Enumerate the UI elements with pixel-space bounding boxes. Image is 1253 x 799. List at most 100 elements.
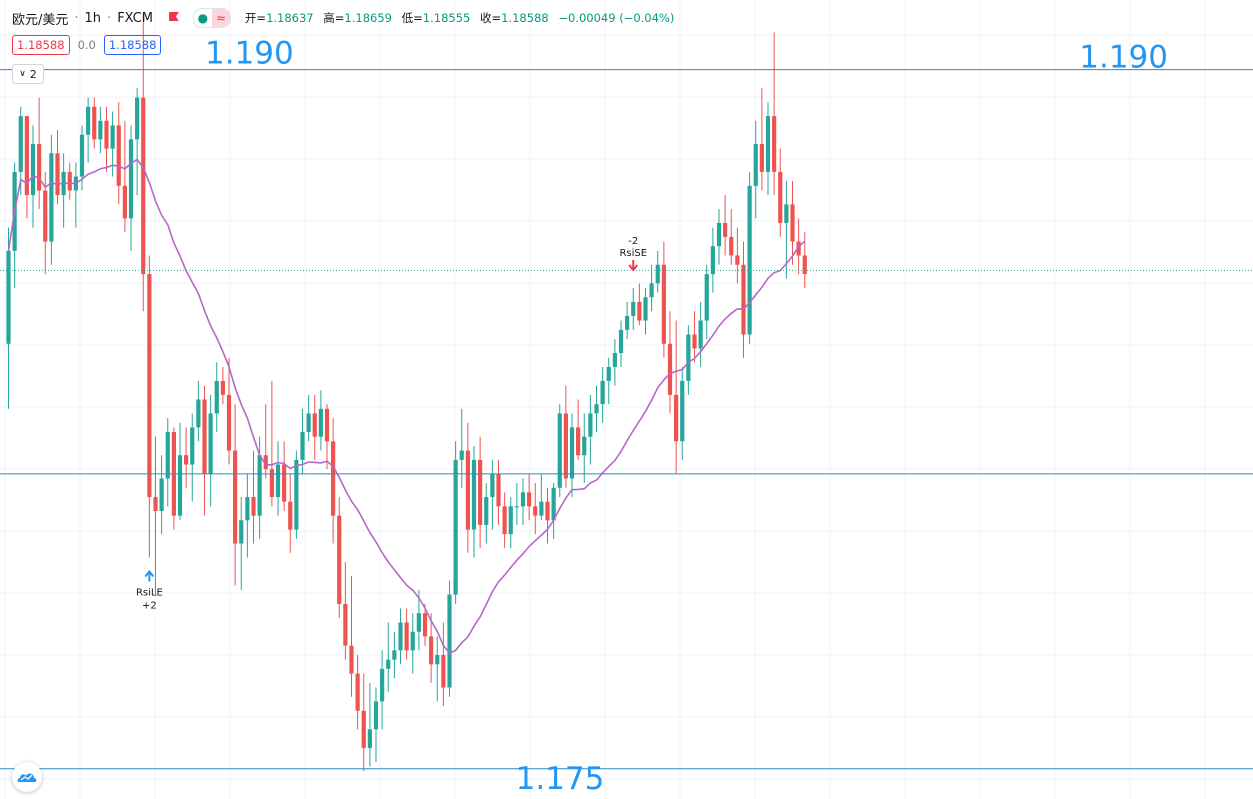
interval-label[interactable]: 1h	[84, 10, 102, 26]
buy-button[interactable]: 1.18588	[103, 35, 162, 55]
candle-body	[55, 153, 60, 196]
candle-body	[484, 497, 489, 525]
candle-body	[686, 334, 691, 381]
candle-body	[533, 506, 538, 516]
candle-body	[784, 204, 789, 223]
candle-body	[208, 413, 213, 474]
candle-body	[233, 450, 238, 544]
candle-body	[159, 478, 164, 511]
candle-body	[269, 469, 274, 498]
candle-body	[704, 274, 709, 321]
candle-body	[361, 710, 366, 748]
candle-body	[759, 144, 764, 172]
candle-body	[606, 366, 611, 381]
candle-body	[18, 116, 23, 172]
header-separator: ·	[74, 10, 79, 26]
tradingview-logo[interactable]	[12, 762, 42, 792]
candle-body	[698, 320, 703, 349]
indicators-collapse-button[interactable]: ∨ 2	[12, 64, 44, 84]
candle-body	[312, 413, 317, 437]
cloud-logo-icon	[17, 773, 37, 782]
candle-body	[306, 413, 311, 433]
candle-body	[24, 116, 29, 196]
candle-body	[502, 506, 507, 535]
level-label: 1.190	[205, 36, 294, 72]
candle-body	[478, 459, 483, 525]
candle-body	[496, 473, 501, 507]
candle-body	[110, 125, 115, 149]
candle-body	[367, 729, 372, 748]
candle-body	[282, 464, 287, 502]
candle-body	[741, 264, 746, 335]
candle-body	[49, 153, 54, 242]
candle-body	[86, 106, 91, 135]
candle-body	[37, 144, 42, 191]
candle-body	[373, 701, 379, 730]
candle-body	[92, 106, 97, 140]
close-value: 1.18588	[501, 11, 549, 25]
candle-body	[380, 668, 385, 702]
candle-body	[337, 515, 342, 604]
candle-body	[331, 441, 336, 516]
signal-arrow-up-icon	[144, 569, 155, 582]
candle-body	[576, 427, 581, 456]
candle-body	[79, 134, 85, 177]
candle-body	[128, 139, 134, 219]
source-label: FXCM	[117, 10, 153, 26]
candle-body	[422, 613, 428, 637]
candle-body	[729, 236, 734, 256]
candle-body	[220, 380, 225, 395]
ohlc-values: 开=1.18637 高=1.18659 低=1.18555 收=1.18588 …	[245, 10, 680, 26]
approx-wave-icon: ≈	[211, 9, 230, 27]
candle-body	[710, 246, 715, 275]
signal-qty: -2	[628, 236, 638, 247]
candle-body	[612, 353, 617, 367]
candle-body	[508, 506, 513, 535]
candle-body	[680, 380, 685, 442]
candle-body	[435, 654, 440, 665]
candle-body	[239, 520, 244, 544]
candle-body	[790, 204, 795, 242]
spread-value: 0.0	[77, 38, 96, 52]
candle-body	[122, 185, 127, 219]
candle-body	[723, 222, 728, 237]
candle-body	[147, 274, 152, 498]
candle-body	[251, 497, 256, 516]
candle-body	[802, 255, 807, 275]
candle-body	[6, 250, 11, 344]
candle-body	[202, 399, 207, 474]
candle-body	[135, 97, 140, 140]
chevron-down-icon: ∨	[19, 69, 26, 79]
flag-icon[interactable]	[169, 12, 179, 24]
symbol-name[interactable]: 欧元/美元	[12, 12, 69, 28]
candle-body	[514, 506, 519, 508]
level-label: 1.190	[1079, 40, 1168, 76]
candle-body	[190, 427, 195, 465]
market-status-toggle[interactable]: ● ≈	[192, 8, 231, 28]
candle-body	[600, 380, 605, 405]
candle-body	[343, 603, 348, 646]
candle-body	[490, 473, 495, 498]
candle-body	[649, 283, 654, 298]
candle-body	[674, 394, 679, 442]
candle-body	[184, 455, 189, 465]
candle-body	[520, 492, 526, 507]
candle-body	[772, 116, 777, 172]
candle-body	[318, 408, 323, 437]
candle-body	[196, 399, 201, 428]
candle-body	[386, 659, 391, 669]
candle-body	[569, 427, 575, 479]
candle-body	[300, 432, 305, 460]
candle-body	[796, 241, 801, 256]
candle-body	[765, 116, 771, 172]
high-label: 高=	[323, 11, 345, 25]
close-label: 收=	[480, 11, 502, 25]
candle-body	[165, 432, 170, 479]
candle-body	[661, 264, 666, 344]
candle-body	[104, 120, 109, 149]
candle-body	[288, 501, 293, 530]
candle-body	[349, 645, 354, 674]
low-value: 1.18555	[422, 11, 471, 25]
sell-button[interactable]: 1.18588	[12, 35, 70, 55]
